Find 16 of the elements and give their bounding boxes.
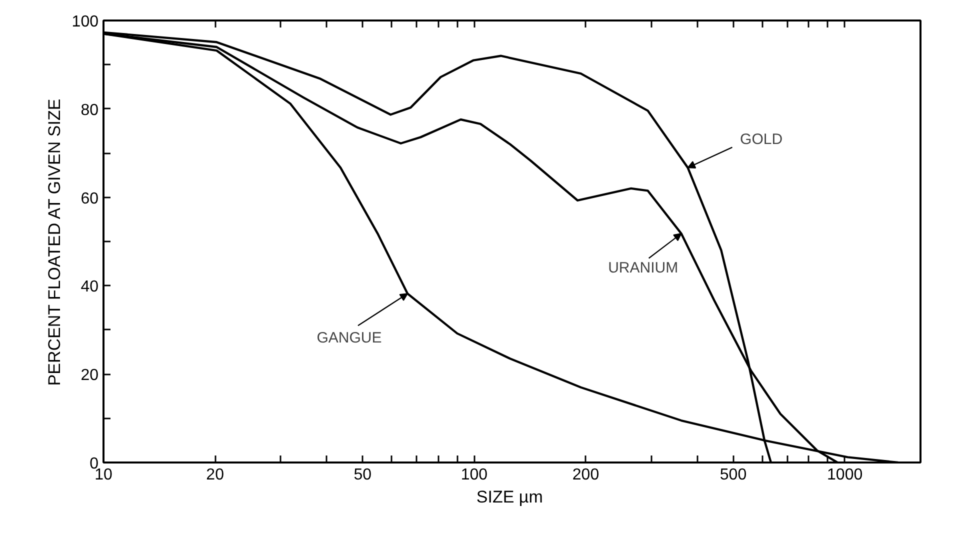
x-axis-title: SIZE µm bbox=[476, 488, 543, 506]
x-tick-label: 500 bbox=[720, 466, 747, 484]
x-tick-label: 200 bbox=[572, 466, 600, 484]
y-tick-label: 80 bbox=[80, 102, 99, 119]
y-axis-title: PERCENT FLOATED AT GIVEN SIZE bbox=[44, 98, 64, 386]
y-tick-label: 40 bbox=[80, 278, 99, 296]
annotation: GANGUE bbox=[316, 330, 382, 347]
x-tick-label: 1000 bbox=[827, 466, 863, 484]
y-tick-label: 60 bbox=[80, 190, 99, 208]
x-tick-label: 20 bbox=[206, 466, 224, 484]
y-tick-label: 20 bbox=[80, 367, 99, 384]
y-tick-label: 100 bbox=[72, 14, 99, 30]
annotation: URANIUM bbox=[608, 259, 678, 276]
x-tick-label: 100 bbox=[460, 466, 488, 484]
annotation: GOLD bbox=[740, 130, 783, 148]
x-tick-label: 50 bbox=[354, 466, 372, 484]
